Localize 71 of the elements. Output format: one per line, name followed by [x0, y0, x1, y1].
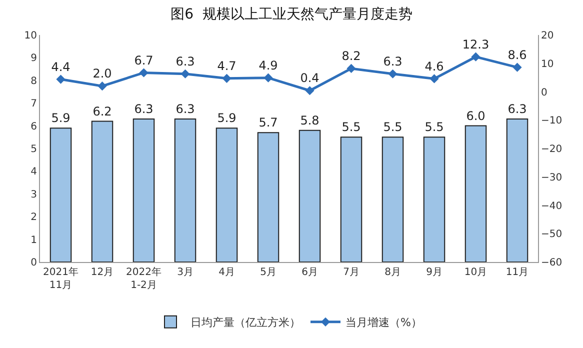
data-label: 6.3: [508, 102, 527, 116]
data-label: 5.7: [258, 116, 278, 130]
point: [222, 74, 232, 83]
x-tick-label: 12月: [90, 267, 114, 278]
point: [56, 74, 66, 84]
point: [346, 64, 356, 74]
y2-tick-label: −40: [541, 200, 562, 212]
y-tick-label: 3: [30, 189, 37, 200]
y2-tick-label: −50: [541, 229, 562, 240]
data-label: 6.7: [134, 53, 154, 68]
y2-tick-label: −30: [541, 172, 562, 184]
x-tick-label: 2021年 11月: [43, 266, 78, 291]
x-tick-label: 2022年 1-2月: [126, 266, 162, 291]
point: [430, 74, 439, 84]
data-label: 4.6: [424, 59, 444, 74]
y-tick-label: 2: [30, 212, 37, 224]
y-tick-label: 0: [30, 258, 37, 268]
point: [98, 82, 107, 91]
point: [264, 73, 273, 82]
y-tick-label: 5: [30, 144, 37, 155]
x-tick-label: 11月: [506, 267, 529, 278]
y-tick-label: 10: [24, 30, 37, 42]
legend-label: 日均产量（亿立方米）: [190, 316, 300, 330]
data-label: 5.9: [217, 111, 236, 126]
data-label: 5.5: [424, 120, 444, 134]
data-label: 5.5: [383, 120, 402, 134]
data-label: 4.9: [258, 58, 278, 72]
point: [471, 52, 480, 62]
x-tick-label: 9月: [426, 267, 442, 278]
y-tick-label: 7: [30, 98, 37, 110]
point: [388, 69, 398, 78]
point: [139, 68, 148, 78]
data-label: 5.9: [51, 111, 70, 126]
data-label: 6.2: [92, 104, 112, 118]
data-label: 8.6: [508, 48, 527, 62]
x-tick-label: 10月: [464, 267, 488, 278]
data-label: 2.0: [92, 66, 112, 81]
data-label: 6.3: [176, 102, 195, 116]
data-label: 5.8: [300, 113, 320, 128]
y2-tick-label: 10: [541, 58, 554, 70]
data-label: 6.3: [176, 54, 195, 68]
x-tick-label: 4月: [218, 267, 235, 278]
y2-tick-label: 0: [541, 87, 548, 98]
data-label: 12.3: [462, 37, 490, 52]
y-tick-label: 4: [30, 166, 37, 178]
y-tick-label: 6: [30, 121, 37, 132]
data-label: 4.4: [51, 60, 70, 74]
data-label: 5.5: [342, 120, 361, 134]
point: [512, 62, 522, 72]
y-tick-label: 8: [30, 76, 37, 87]
data-label: 0.4: [300, 71, 320, 86]
y-tick-label: 9: [30, 53, 37, 64]
data-label: 6.0: [466, 108, 486, 123]
x-tick-label: 6月: [302, 267, 318, 278]
chart-title: 图6 规模以上工业天然气产量月度走势: [170, 6, 412, 22]
y-tick-label: 1: [30, 234, 37, 246]
point: [180, 69, 190, 78]
data-label: 6.3: [134, 102, 154, 116]
y2-tick-label: 20: [541, 30, 554, 42]
point: [305, 86, 314, 96]
x-tick-label: 3月: [177, 267, 194, 278]
y2-tick-label: −60: [541, 258, 562, 268]
y2-tick-label: −10: [541, 116, 562, 127]
data-label: 4.7: [217, 59, 236, 74]
legend-label: 当月增速（%）: [346, 316, 422, 330]
x-tick-label: 8月: [384, 267, 401, 278]
data-label: 6.3: [383, 54, 402, 68]
x-tick-label: 5月: [260, 267, 276, 278]
y2-tick-label: −20: [541, 144, 562, 155]
x-tick-label: 7月: [343, 267, 360, 278]
data-label: 8.2: [342, 49, 361, 64]
